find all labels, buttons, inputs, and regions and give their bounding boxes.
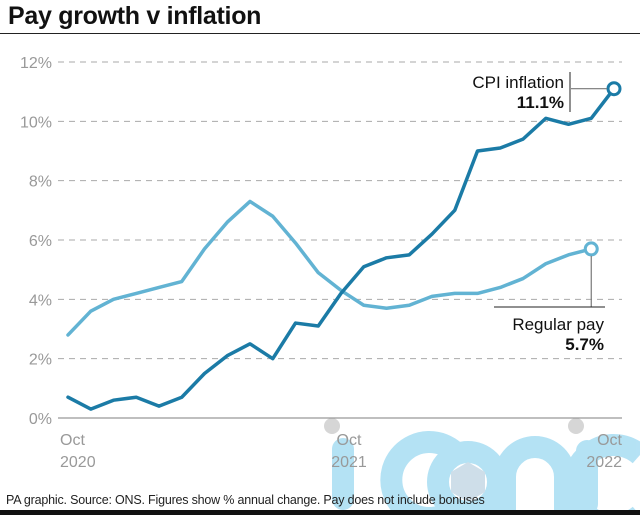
x-axis-ticks: Oct 2020 Oct 2021 Oct 2022 xyxy=(60,432,623,471)
x-tick-label-month: Oct xyxy=(597,432,622,449)
chart-title: Pay growth v inflation xyxy=(8,2,262,30)
y-tick-label: 8% xyxy=(29,174,52,191)
x-tick-label-month: Oct xyxy=(60,432,85,449)
x-tick-label-year: 2020 xyxy=(60,454,96,471)
y-tick-label: 0% xyxy=(29,411,52,428)
watermark-i-stem xyxy=(332,438,354,510)
watermark-hexagon xyxy=(451,462,485,502)
watermark-dot-1 xyxy=(324,418,340,434)
series-line-regular-pay xyxy=(66,199,593,337)
y-axis-ticks: 0% 2% 4% 6% 8% 10% 12% xyxy=(20,55,52,428)
y-tick-label: 2% xyxy=(29,352,52,369)
watermark-dot-2 xyxy=(568,418,584,434)
y-tick-label: 12% xyxy=(20,55,52,72)
y-tick-label: 6% xyxy=(29,233,52,250)
x-tick-label-month: Oct xyxy=(337,432,362,449)
x-tick-label-year: 2022 xyxy=(586,454,622,471)
endpoint-marker-cpi-inflation xyxy=(606,81,622,97)
bottom-bar xyxy=(0,510,640,515)
series-line-cpi-inflation xyxy=(66,86,616,411)
cpi-annotation-label: CPI inflation xyxy=(472,73,564,92)
endpoint-marker-regular-pay xyxy=(583,241,599,257)
x-tick-label-year: 2021 xyxy=(331,454,367,471)
y-tick-label: 4% xyxy=(29,292,52,309)
pay-annotation-label: Regular pay xyxy=(512,315,604,334)
series-lines xyxy=(66,81,622,411)
title-divider xyxy=(0,33,640,34)
source-footnote: PA graphic. Source: ONS. Figures show % … xyxy=(6,493,485,507)
watermark-c2 xyxy=(562,434,640,515)
watermark-c xyxy=(380,431,463,515)
gridlines xyxy=(58,61,622,419)
cpi-annotation-value: 11.1% xyxy=(517,93,564,112)
watermark-n xyxy=(494,436,576,515)
y-tick-label: 10% xyxy=(20,114,52,131)
pay-annotation-value: 5.7% xyxy=(565,335,604,354)
